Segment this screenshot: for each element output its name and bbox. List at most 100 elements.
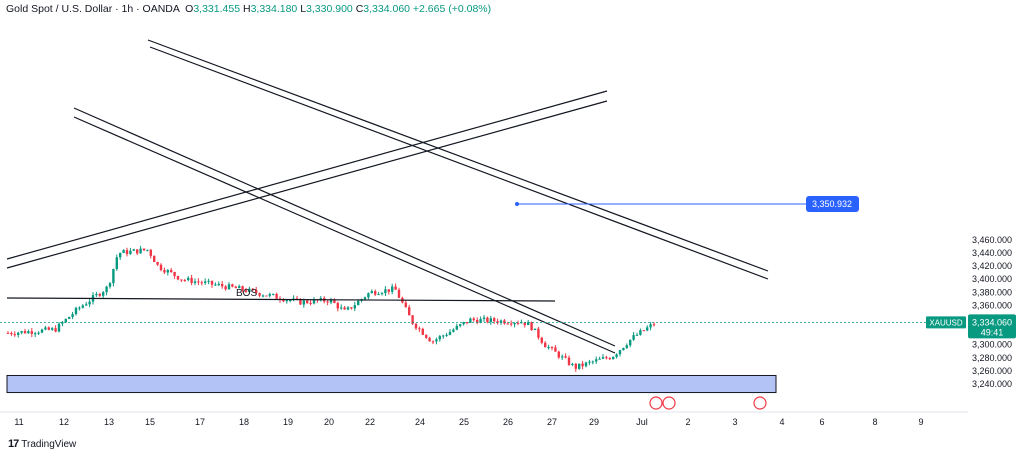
- candle[interactable]: [119, 252, 122, 260]
- candle[interactable]: [27, 329, 30, 334]
- candle[interactable]: [258, 292, 261, 298]
- candle[interactable]: [435, 337, 438, 345]
- candle[interactable]: [193, 278, 197, 286]
- candle[interactable]: [652, 322, 656, 327]
- candle[interactable]: [139, 245, 142, 254]
- candle[interactable]: [326, 300, 329, 306]
- candle[interactable]: [159, 263, 163, 272]
- candle[interactable]: [489, 315, 492, 325]
- candle[interactable]: [629, 339, 632, 348]
- candle[interactable]: [557, 350, 560, 360]
- candle[interactable]: [421, 327, 424, 336]
- candle[interactable]: [210, 280, 214, 288]
- candle[interactable]: [227, 282, 231, 290]
- candle[interactable]: [197, 278, 200, 286]
- candle[interactable]: [221, 281, 224, 289]
- candle[interactable]: [136, 249, 139, 256]
- candle[interactable]: [163, 267, 166, 274]
- candle[interactable]: [642, 330, 645, 332]
- candle[interactable]: [265, 295, 268, 297]
- candle[interactable]: [23, 328, 27, 334]
- candle[interactable]: [149, 248, 152, 259]
- candle[interactable]: [493, 316, 496, 324]
- candle[interactable]: [102, 290, 105, 299]
- candle[interactable]: [428, 336, 431, 342]
- candle[interactable]: [346, 306, 350, 311]
- candle[interactable]: [13, 331, 16, 337]
- candle[interactable]: [261, 294, 265, 298]
- candle[interactable]: [10, 331, 13, 336]
- candle[interactable]: [425, 334, 428, 339]
- candle[interactable]: [411, 314, 414, 325]
- candle[interactable]: [595, 356, 598, 364]
- candle[interactable]: [370, 289, 373, 294]
- candle[interactable]: [255, 286, 258, 295]
- candle[interactable]: [142, 248, 146, 252]
- candle[interactable]: [544, 341, 547, 348]
- candle[interactable]: [88, 299, 91, 308]
- candle[interactable]: [635, 332, 639, 336]
- candle[interactable]: [462, 321, 465, 326]
- candle[interactable]: [166, 268, 169, 276]
- candle[interactable]: [414, 323, 418, 330]
- candle[interactable]: [520, 319, 523, 324]
- candle[interactable]: [275, 292, 278, 299]
- candle[interactable]: [204, 278, 207, 285]
- level-label[interactable]: 3,350.932: [806, 196, 859, 212]
- candle[interactable]: [129, 247, 132, 255]
- candle[interactable]: [81, 304, 84, 309]
- candle[interactable]: [459, 323, 462, 328]
- candle[interactable]: [503, 318, 506, 325]
- trendline-ascending-b[interactable]: [6, 100, 608, 269]
- candle[interactable]: [540, 336, 543, 345]
- candle[interactable]: [561, 354, 564, 360]
- candle[interactable]: [476, 317, 479, 325]
- candle[interactable]: [282, 298, 285, 303]
- candle[interactable]: [244, 287, 248, 293]
- candle[interactable]: [625, 343, 628, 350]
- candle[interactable]: [44, 325, 47, 331]
- candle[interactable]: [431, 340, 435, 345]
- candle[interactable]: [537, 326, 540, 340]
- candle[interactable]: [108, 281, 112, 289]
- candle[interactable]: [343, 306, 346, 310]
- candle[interactable]: [554, 345, 557, 352]
- candle[interactable]: [115, 254, 118, 271]
- symbol-title[interactable]: Gold Spot / U.S. Dollar · 1h · OANDA: [6, 3, 180, 15]
- candle[interactable]: [340, 304, 343, 310]
- candle[interactable]: [608, 357, 611, 360]
- candle[interactable]: [581, 360, 584, 370]
- candle[interactable]: [6, 331, 10, 334]
- candle[interactable]: [646, 325, 649, 332]
- candle[interactable]: [612, 356, 615, 360]
- candle[interactable]: [156, 261, 159, 267]
- candle[interactable]: [533, 328, 537, 331]
- candle[interactable]: [34, 331, 37, 338]
- candle[interactable]: [57, 322, 61, 333]
- candle[interactable]: [367, 292, 370, 300]
- candle[interactable]: [309, 299, 312, 306]
- candle[interactable]: [272, 293, 275, 296]
- candle[interactable]: [618, 349, 622, 357]
- candle[interactable]: [176, 275, 180, 281]
- candle[interactable]: [17, 331, 20, 338]
- candle[interactable]: [238, 284, 241, 289]
- candle[interactable]: [391, 283, 394, 295]
- candle[interactable]: [397, 287, 401, 299]
- candle[interactable]: [469, 317, 472, 323]
- candle[interactable]: [20, 330, 23, 335]
- candle[interactable]: [37, 331, 40, 336]
- candle[interactable]: [95, 291, 98, 297]
- candle[interactable]: [584, 361, 588, 368]
- candle[interactable]: [571, 362, 574, 367]
- candle[interactable]: [54, 325, 57, 333]
- candle[interactable]: [268, 292, 271, 298]
- candle[interactable]: [598, 356, 601, 360]
- candle[interactable]: [146, 249, 149, 252]
- candle[interactable]: [387, 289, 390, 295]
- candle[interactable]: [588, 359, 591, 366]
- candle[interactable]: [51, 327, 54, 331]
- candle[interactable]: [61, 320, 64, 327]
